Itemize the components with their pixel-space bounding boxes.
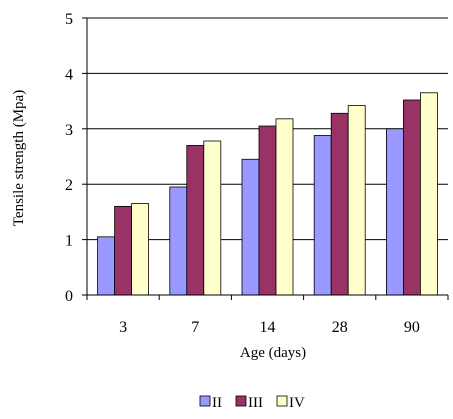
bar-ii-7: [169, 186, 188, 296]
x-tick-label: 7: [191, 319, 199, 336]
y-axis-title: Tensile strength (Mpa): [11, 90, 27, 226]
bar-iii-3: [114, 205, 132, 296]
bar-iv-90: [419, 92, 438, 296]
legend-swatch-ii: [199, 395, 211, 407]
legend-swatch-iv: [276, 395, 288, 407]
y-tick-label: 5: [65, 11, 73, 28]
bar-ii-28: [313, 135, 332, 296]
y-tick-label: 4: [65, 66, 73, 83]
legend-label-iii: III: [248, 395, 263, 411]
bar-ii-14: [241, 158, 260, 296]
bar-ii-90: [385, 128, 404, 296]
legend: II III IV: [199, 395, 305, 411]
legend-label-iv: IV: [289, 395, 305, 411]
bar-iv-14: [275, 118, 294, 296]
x-axis-title: Age (days): [240, 345, 306, 361]
bars: [97, 92, 438, 296]
bar-iii-14: [258, 125, 277, 296]
bar-iii-28: [330, 112, 349, 296]
x-tick-label: 3: [119, 319, 127, 336]
x-tick-label: 28: [332, 319, 348, 336]
y-tick-labels: 0 1 2 3 4 5: [65, 11, 73, 305]
axes: [86, 18, 448, 296]
bar-iii-90: [402, 99, 421, 296]
legend-swatch-iii: [235, 395, 247, 407]
legend-label-ii: II: [212, 395, 222, 411]
y-tick-label: 2: [65, 177, 73, 194]
y-tick-label: 1: [65, 233, 73, 250]
bar-ii-3: [97, 236, 115, 296]
y-tick-label: 0: [65, 288, 73, 305]
bar-iv-7: [203, 140, 222, 296]
bar-iv-3: [131, 203, 150, 296]
x-tick-label: 14: [260, 319, 276, 336]
bar-iii-7: [186, 145, 205, 296]
x-tick-label: 90: [404, 319, 420, 336]
x-tick-labels: 3 7 14 28 90: [119, 319, 420, 336]
y-tick-label: 3: [65, 122, 73, 139]
bar-iv-28: [347, 105, 366, 296]
